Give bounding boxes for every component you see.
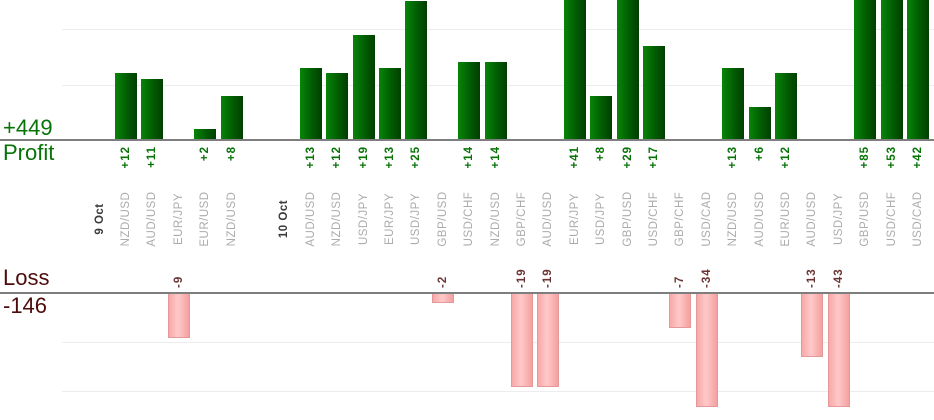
profit-value-label: +13 (304, 146, 317, 169)
profit-value-label: +13 (384, 146, 396, 169)
profit-value-label: +12 (331, 146, 344, 169)
loss-value-label: -19 (516, 268, 528, 288)
loss-value-label: -7 (674, 275, 687, 288)
profit-bar[interactable] (326, 73, 349, 140)
profit-value-label: +25 (410, 146, 423, 169)
loss-bar[interactable] (695, 293, 718, 407)
profit-value-label: +85 (859, 146, 872, 169)
loss-bar[interactable] (827, 293, 850, 407)
profit-axis-label: Profit (3, 140, 55, 165)
loss-value-label: -19 (542, 268, 555, 288)
loss-total-label: -146 (3, 293, 48, 318)
profit-value-label: +42 (912, 146, 924, 169)
loss-axis-line (0, 292, 934, 294)
profit-value-label: +19 (357, 146, 370, 169)
profit-bar[interactable] (616, 0, 639, 140)
profit-bar[interactable] (115, 73, 137, 140)
profit-bar[interactable] (907, 0, 929, 140)
profit-bar[interactable] (854, 0, 877, 140)
profit-value-label: +17 (648, 146, 660, 169)
profit-value-label: +13 (727, 146, 740, 169)
profit-bar[interactable] (141, 78, 164, 140)
profit-value-label: +8 (595, 146, 608, 162)
loss-value-label: -2 (436, 275, 449, 288)
loss-gridline-10 (62, 342, 934, 343)
profit-gridline-20 (62, 29, 934, 30)
profit-bar[interactable] (722, 67, 745, 140)
profit-value-label: +29 (621, 146, 634, 169)
profit-value-label: +12 (780, 146, 792, 169)
loss-bar[interactable] (431, 293, 454, 304)
profit-bar[interactable] (299, 67, 322, 140)
profit-value-label: +6 (753, 146, 766, 162)
loss-gridline-20 (62, 391, 934, 392)
profit-bar[interactable] (643, 45, 665, 140)
profit-bar[interactable] (484, 62, 507, 140)
profit-value-label: +14 (463, 146, 476, 169)
profit-bar[interactable] (379, 67, 401, 140)
profit-value-label: +12 (120, 146, 132, 169)
profit-bar[interactable] (220, 95, 243, 140)
profit-bar[interactable] (405, 1, 428, 140)
profit-bar[interactable] (458, 62, 481, 140)
profit-bar[interactable] (194, 128, 217, 140)
loss-bar[interactable] (669, 293, 692, 328)
loss-bar[interactable] (537, 293, 560, 387)
profit-bar[interactable] (352, 34, 375, 140)
loss-value-label: -34 (700, 268, 713, 288)
loss-bar[interactable] (511, 293, 533, 387)
profit-value-label: +2 (199, 146, 212, 162)
x-label-date: 10 Oct (278, 199, 291, 239)
profit-value-label: +8 (225, 146, 238, 162)
loss-value-label: -13 (806, 268, 819, 288)
loss-axis-label: Loss (3, 265, 50, 290)
profit-value-label: +11 (146, 146, 159, 168)
profit-value-label: +14 (489, 146, 502, 169)
profit-value-label: +41 (568, 146, 581, 169)
loss-value-label: -43 (832, 268, 845, 288)
profit-bar[interactable] (563, 0, 586, 140)
loss-bar[interactable] (167, 293, 190, 338)
loss-value-label: -9 (172, 275, 185, 288)
profit-bar[interactable] (590, 95, 613, 140)
x-label-date: 9 Oct (93, 203, 106, 235)
loss-bar[interactable] (801, 293, 824, 358)
profit-bar[interactable] (748, 106, 771, 140)
profit-bar[interactable] (880, 0, 903, 140)
profit-bar[interactable] (775, 73, 797, 140)
profit-value-label: +53 (885, 146, 898, 169)
profit-total-label: +449 (3, 115, 53, 140)
profit-axis-line (0, 139, 934, 141)
